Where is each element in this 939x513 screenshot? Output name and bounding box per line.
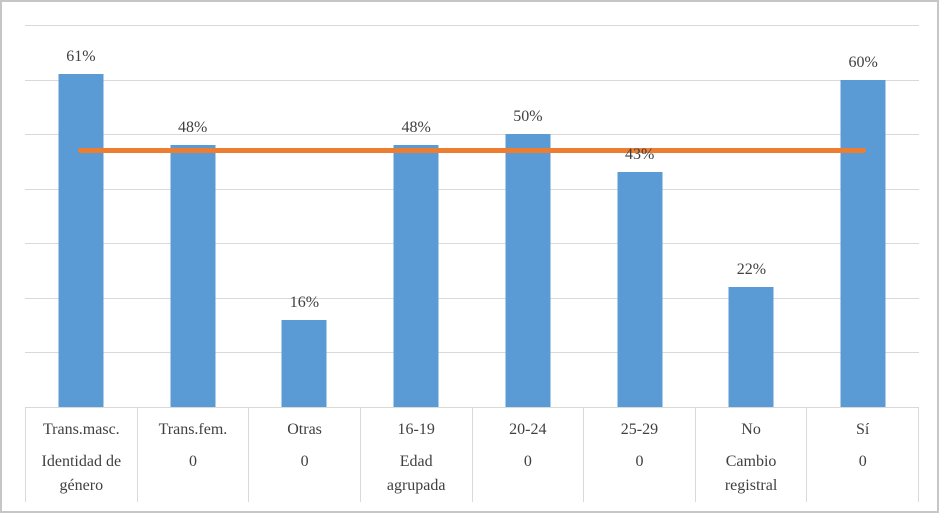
data-label-25-29: 43% <box>624 146 655 164</box>
data-label-No: 22% <box>736 260 767 278</box>
data-label-Trans.masc.: 61% <box>66 48 96 66</box>
bar-column-Otras: 16% <box>249 25 361 407</box>
group-label: 0 <box>523 453 532 470</box>
category-label: Trans.fem. <box>158 421 228 438</box>
bar-column-No: 22% <box>696 25 808 407</box>
category-label: Trans.masc. <box>42 421 120 438</box>
bar-No <box>728 286 774 407</box>
axis-cell-Otras: Otras 0 <box>248 408 360 502</box>
axis-cell-Trans.fem.: Trans.fem. 0 <box>136 408 249 502</box>
group-label: Edad agrupada <box>386 453 446 494</box>
group-label: 0 <box>858 453 867 470</box>
axis-cell-Sí: Sí 0 <box>806 408 919 502</box>
reference-line <box>78 148 866 153</box>
group-label: 0 <box>300 453 309 470</box>
axis-cell-20-24: 20-24 0 <box>471 408 584 502</box>
gridline-20pct <box>25 297 919 299</box>
bar-20-24 <box>505 134 551 407</box>
bar-16-19 <box>393 145 439 407</box>
category-label: Otras <box>287 421 322 438</box>
bar-Trans.fem. <box>170 145 216 407</box>
gridline-60pct <box>25 79 919 81</box>
group-label: Cambio registral <box>724 453 778 494</box>
axis-cell-25-29: 25-29 0 <box>583 408 695 502</box>
axis-cell-16-19: 16-19 Edad agrupada <box>359 408 472 502</box>
data-label-16-19: 48% <box>401 119 431 137</box>
data-label-Sí: 60% <box>848 53 878 71</box>
group-label: Identidad de género <box>41 453 122 494</box>
bar-column-Sí: 60% <box>807 25 919 407</box>
axis-cell-Trans.masc.: Trans.masc. Identidad de género <box>25 408 137 502</box>
data-label-Trans.fem.: 48% <box>177 119 208 137</box>
bar-column-Trans.masc.: 61% <box>25 25 137 407</box>
group-label: 0 <box>635 453 644 470</box>
gridline-10pct <box>25 352 919 354</box>
axis-cell-No: No Cambio registral <box>694 408 807 502</box>
gridline-30pct <box>25 243 919 245</box>
bar-column-Trans.fem.: 48% <box>137 25 249 407</box>
category-label: Sí <box>856 421 870 438</box>
data-label-Otras: 16% <box>289 293 320 311</box>
plot-area: 61% 48% 16% 48% 50% 43% 22% 60% <box>25 25 919 407</box>
category-label: 20-24 <box>509 421 547 438</box>
data-label-20-24: 50% <box>513 108 543 126</box>
category-label: 25-29 <box>620 421 659 438</box>
gridline-50pct <box>25 134 919 136</box>
bar-Sí <box>840 79 886 407</box>
bar-Otras <box>281 319 327 407</box>
bar-column-20-24: 50% <box>472 25 584 407</box>
gridline-70pct <box>25 25 919 26</box>
bar-column-25-29: 43% <box>584 25 696 407</box>
category-axis-table: Trans.masc. Identidad de género Trans.fem.… <box>25 407 919 502</box>
bar-Trans.masc. <box>58 74 104 407</box>
bar-column-16-19: 48% <box>360 25 472 407</box>
category-label: 16-19 <box>397 421 435 438</box>
group-label: 0 <box>188 453 197 470</box>
bar-25-29 <box>617 172 663 407</box>
gridline-40pct <box>25 188 919 190</box>
category-label: No <box>741 421 761 438</box>
